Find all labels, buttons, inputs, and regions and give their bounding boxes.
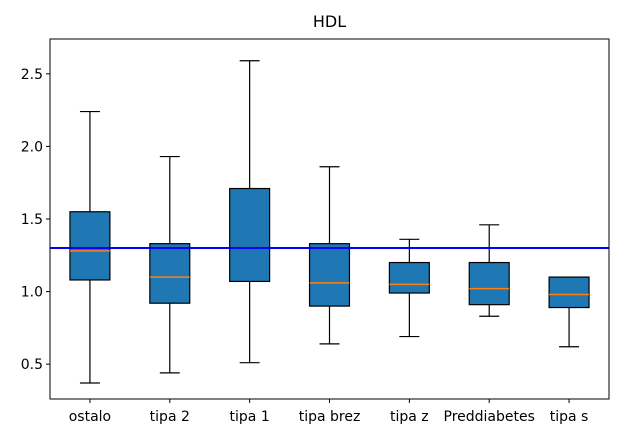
y-tick-label: 2.5	[21, 67, 43, 83]
box-7	[548, 276, 590, 348]
box-body	[468, 261, 510, 306]
chart-title: HDL	[313, 12, 346, 31]
box-3	[229, 60, 271, 364]
x-tick-label: ostalo	[69, 409, 111, 425]
box-body	[308, 243, 351, 307]
boxes-layer	[69, 60, 590, 384]
box-2	[149, 155, 191, 374]
box-body	[69, 211, 111, 281]
box-4	[308, 166, 351, 345]
box-6	[468, 224, 510, 317]
box-body	[149, 243, 191, 304]
y-tick-label: 0.5	[21, 357, 43, 373]
y-tick-label: 1.0	[21, 285, 43, 301]
box-body	[229, 187, 271, 283]
y-tick-label: 1.5	[21, 212, 43, 228]
box-1	[69, 110, 111, 384]
x-tick-label: tipa 1	[230, 409, 270, 425]
x-tick-label: tipa 2	[150, 409, 190, 425]
x-ticks-layer: ostalo tipa 2 tipa 1 tipa brez tipa z Preddia…	[69, 399, 589, 425]
box-5	[388, 238, 430, 338]
x-tick-label: tipa z	[390, 409, 429, 425]
x-tick-label: Preddiabetes	[444, 409, 535, 425]
box-body	[388, 261, 430, 294]
y-tick-label: 2.0	[21, 139, 43, 155]
y-ticks-layer: 0.5 1.0 1.5 2.0 2.5	[21, 67, 50, 373]
x-tick-label: tipa brez	[299, 409, 361, 425]
box-body	[548, 276, 590, 309]
x-tick-label: tipa s	[550, 409, 589, 425]
